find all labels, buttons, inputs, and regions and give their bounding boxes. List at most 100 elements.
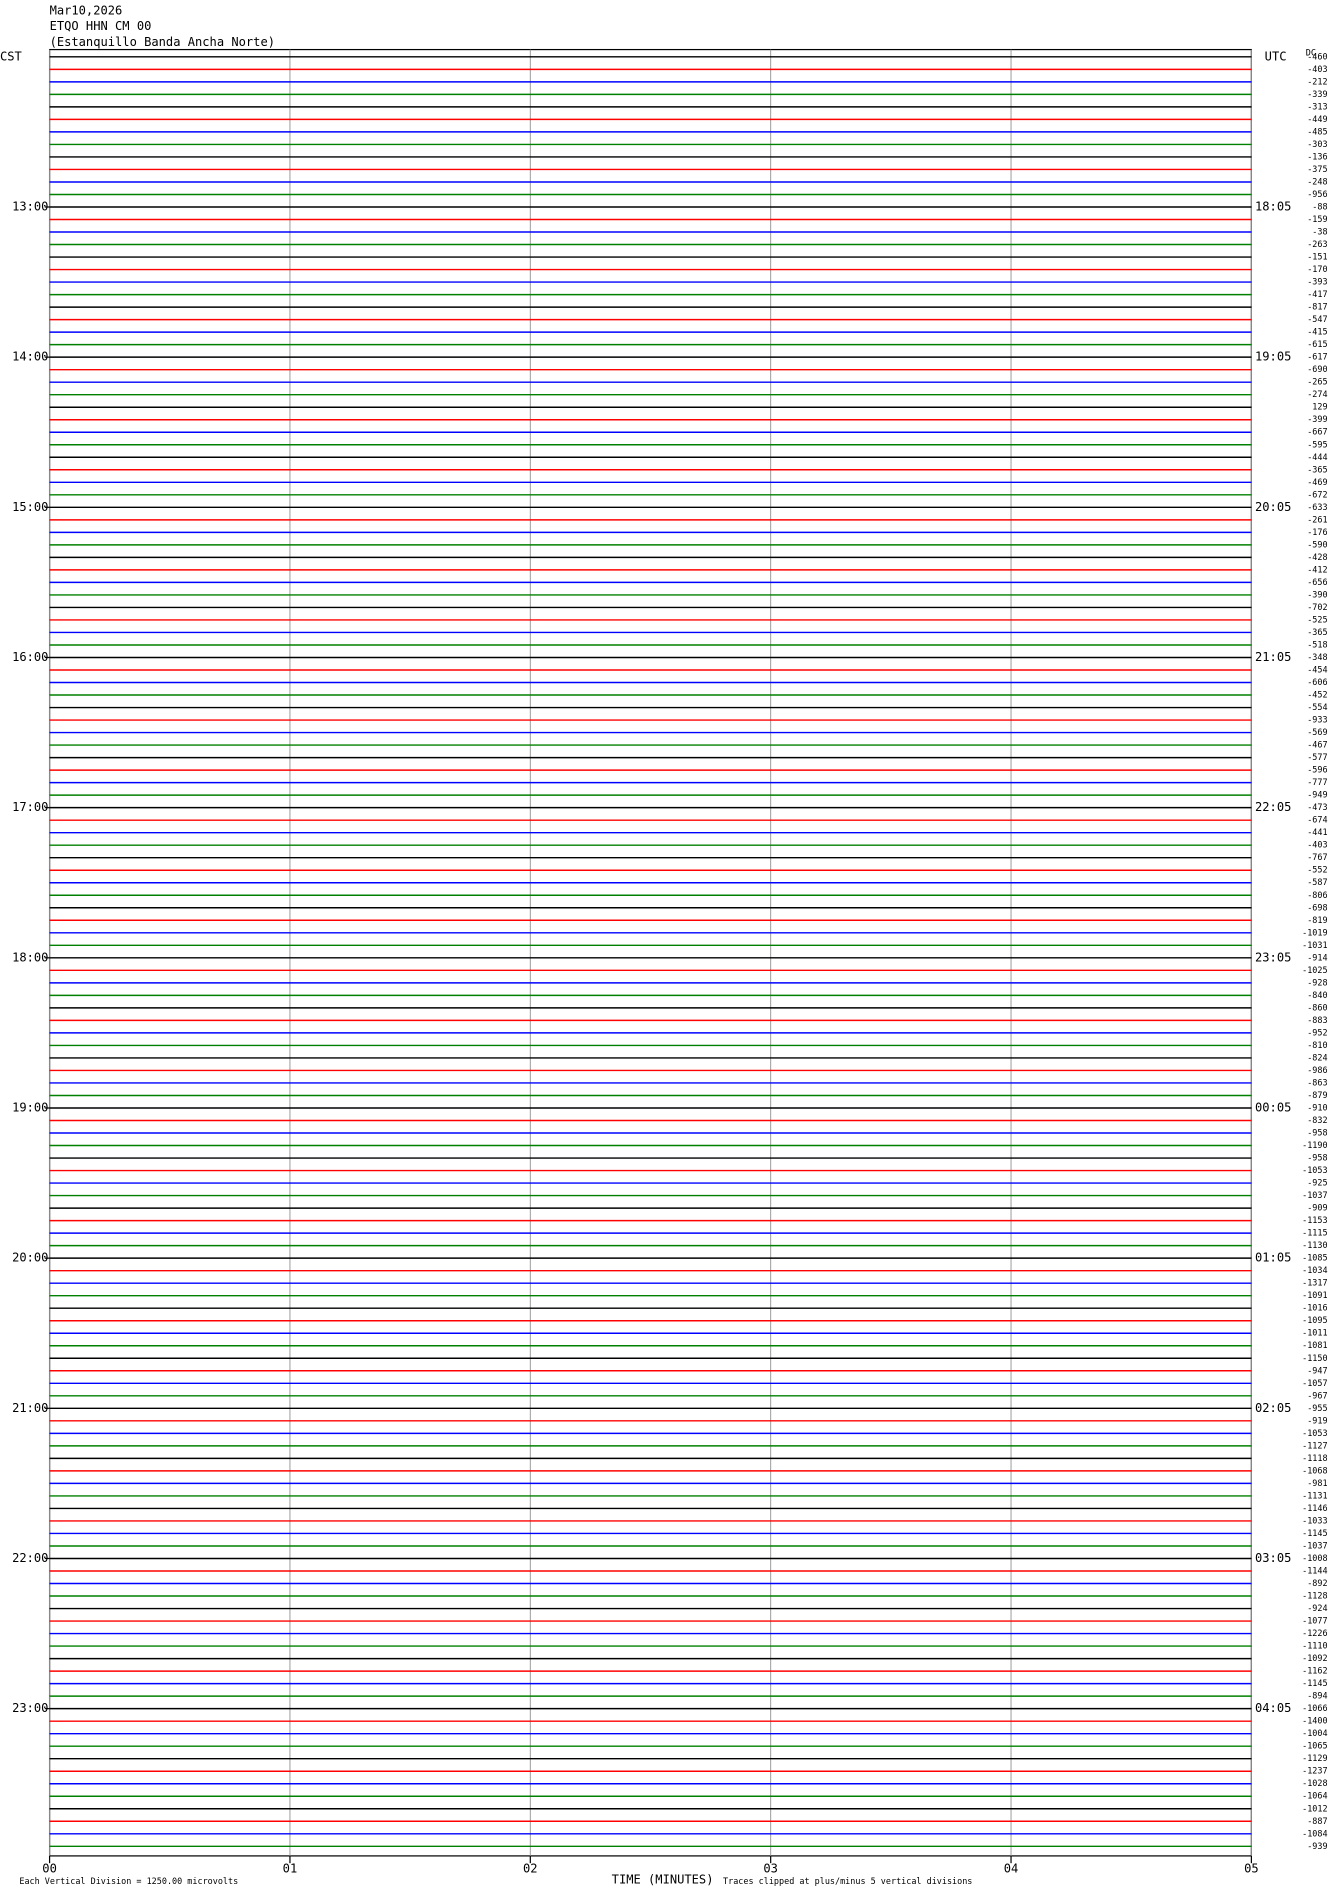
offset-label: -1190	[1302, 1140, 1327, 1150]
x-tick-label: 00	[42, 1862, 57, 1876]
utc-hour-label: 18:05	[1255, 199, 1291, 213]
offset-label: -1019	[1302, 927, 1327, 937]
offset-label: -914	[1307, 952, 1327, 962]
utc-hour-label: 01:05	[1255, 1251, 1291, 1265]
utc-hour-label: 04:05	[1255, 1701, 1291, 1715]
offset-label: -525	[1307, 614, 1327, 624]
offset-label: -672	[1307, 489, 1327, 499]
offset-label: -348	[1307, 652, 1327, 662]
x-tick-label: 05	[1244, 1862, 1259, 1876]
utc-hour-label: 00:05	[1255, 1100, 1291, 1114]
offset-label: -1031	[1302, 940, 1327, 950]
utc-hour-label: 22:05	[1255, 800, 1291, 814]
offset-label: -956	[1307, 189, 1327, 199]
offset-label: -1066	[1302, 1703, 1327, 1713]
plot-frame	[48, 48, 1253, 1857]
cst-hour-label: 15:00	[12, 500, 48, 514]
offset-label: -390	[1307, 589, 1327, 599]
offset-label: -1130	[1302, 1240, 1327, 1250]
offset-label: -1110	[1302, 1641, 1327, 1651]
offset-label: -554	[1307, 702, 1327, 712]
offset-label: -909	[1307, 1203, 1327, 1213]
offset-label: -577	[1307, 752, 1327, 762]
offset-label: -212	[1307, 76, 1327, 86]
offset-label: -777	[1307, 777, 1327, 787]
left-zone: CST	[0, 49, 22, 63]
offset-label: -879	[1307, 1090, 1327, 1100]
offset-label: -1146	[1302, 1503, 1327, 1513]
offset-label: -894	[1307, 1691, 1327, 1701]
x-axis-label: TIME (MINUTES)	[612, 1873, 714, 1887]
title-line: (Estanquillo Banda Ancha Norte)	[50, 35, 275, 49]
offset-label: -1037	[1302, 1190, 1327, 1200]
offset-label: -1118	[1302, 1453, 1327, 1463]
offset-label: -1092	[1302, 1653, 1327, 1663]
offset-label: -958	[1307, 1128, 1327, 1138]
offset-label: -1053	[1302, 1165, 1327, 1175]
offset-label: -136	[1307, 151, 1327, 161]
cst-hour-label: 19:00	[12, 1100, 48, 1114]
cst-hour-label: 14:00	[12, 350, 48, 364]
offset-label: -924	[1307, 1603, 1327, 1613]
offset-label: -925	[1307, 1178, 1327, 1188]
offset-label: -1084	[1302, 1828, 1327, 1838]
offset-label: -633	[1307, 502, 1327, 512]
offset-label: -1091	[1302, 1290, 1327, 1300]
cst-hour-label: 20:00	[12, 1251, 48, 1265]
cst-hour-label: 16:00	[12, 650, 48, 664]
offset-label: -698	[1307, 902, 1327, 912]
offset-label: -955	[1307, 1403, 1327, 1413]
offset-label: -1028	[1302, 1778, 1327, 1788]
offset-label: -1317	[1302, 1278, 1327, 1288]
offset-label: -596	[1307, 765, 1327, 775]
offset-label: -365	[1307, 464, 1327, 474]
title-line: Mar10,2026	[50, 3, 123, 17]
offset-label: -176	[1307, 527, 1327, 537]
offset-label: -1226	[1302, 1628, 1327, 1638]
offset-label: -263	[1307, 239, 1327, 249]
offset-label: -832	[1307, 1115, 1327, 1125]
utc-hour-label: 21:05	[1255, 650, 1291, 664]
offset-label: -547	[1307, 314, 1327, 324]
utc-hour-label: 20:05	[1255, 500, 1291, 514]
offset-label: -444	[1307, 452, 1327, 462]
offset-label: -403	[1307, 840, 1327, 850]
offset-label: -339	[1307, 89, 1327, 99]
offset-label: -656	[1307, 577, 1327, 587]
offset-label: -1127	[1302, 1440, 1327, 1450]
offset-label: -1145	[1302, 1528, 1327, 1538]
offset-label: -690	[1307, 364, 1327, 374]
x-tick-label: 02	[523, 1862, 538, 1876]
offset-label: -1011	[1302, 1328, 1327, 1338]
utc-hour-label: 19:05	[1255, 350, 1291, 364]
offset-label: -460	[1307, 51, 1327, 61]
offset-label: -469	[1307, 477, 1327, 487]
offset-label: -1095	[1302, 1315, 1327, 1325]
offset-label: -375	[1307, 164, 1327, 174]
offset-label: -617	[1307, 352, 1327, 362]
offset-label: -1400	[1302, 1716, 1327, 1726]
offset-label: -933	[1307, 715, 1327, 725]
offset-label: -403	[1307, 64, 1327, 74]
offset-label: -615	[1307, 339, 1327, 349]
offset-header: DC	[1306, 48, 1316, 58]
offset-label: -587	[1307, 877, 1327, 887]
offset-label: -261	[1307, 514, 1327, 524]
offset-label: -1037	[1302, 1540, 1327, 1550]
offset-label: 129	[1312, 402, 1327, 412]
offset-label: -674	[1307, 815, 1327, 825]
offset-label: -892	[1307, 1578, 1327, 1588]
utc-hour-label: 23:05	[1255, 950, 1291, 964]
offset-label: -767	[1307, 852, 1327, 862]
offset-label: -454	[1307, 665, 1327, 675]
offset-label: -452	[1307, 690, 1327, 700]
offset-label: -1016	[1302, 1303, 1327, 1313]
offset-label: -449	[1307, 114, 1327, 124]
offset-label: -840	[1307, 990, 1327, 1000]
offset-label: -170	[1307, 264, 1327, 274]
offset-label: -863	[1307, 1077, 1327, 1087]
offset-label: -1057	[1302, 1378, 1327, 1388]
offset-label: -151	[1307, 252, 1327, 262]
x-tick-label: 04	[1004, 1862, 1019, 1876]
